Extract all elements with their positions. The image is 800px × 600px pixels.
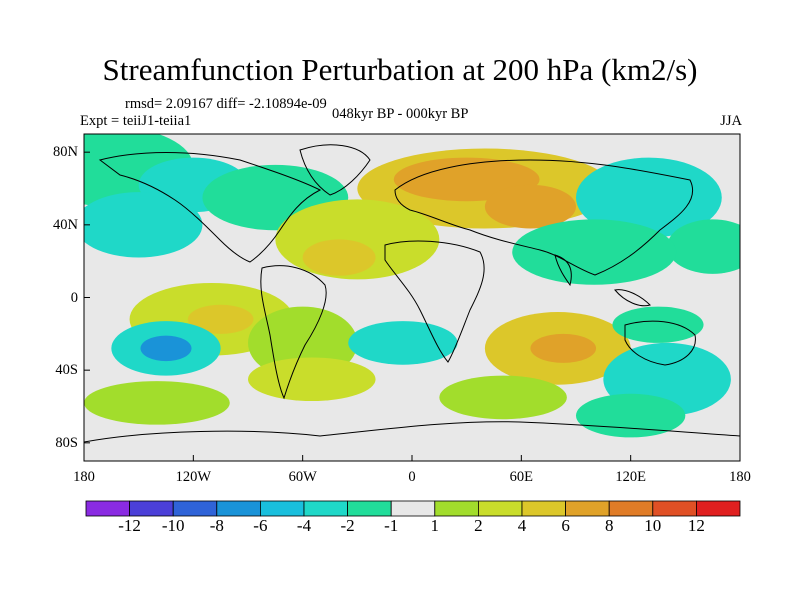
colorbar-label-3: -6 bbox=[253, 516, 268, 535]
field-region-11 bbox=[512, 219, 677, 285]
map-title: Streamfunction Perturbation at 200 hPa (… bbox=[102, 52, 698, 87]
stats-line: rmsd= 2.09167 diff= -2.10894e-09 bbox=[125, 96, 327, 112]
lat-label-2: 0 bbox=[70, 289, 78, 306]
colorbar-swatch-13 bbox=[652, 500, 697, 517]
field-region-15 bbox=[140, 335, 192, 362]
colorbar-label-10: 6 bbox=[561, 516, 570, 535]
lon-label-6: 180 bbox=[729, 469, 751, 485]
period-label: 048kyr BP - 000kyr BP bbox=[332, 106, 469, 122]
lat-label-0: 80N bbox=[53, 144, 78, 161]
field-region-19 bbox=[348, 321, 458, 365]
lon-label-2: 60W bbox=[288, 469, 317, 485]
colorbar-swatch-10 bbox=[521, 500, 566, 517]
lon-label-0: 180 bbox=[73, 469, 95, 485]
colorbar-label-2: -8 bbox=[209, 516, 224, 535]
lon-label-4: 60E bbox=[509, 469, 533, 485]
field-region-9 bbox=[576, 157, 722, 238]
colorbar-label-1: -10 bbox=[161, 516, 185, 535]
colorbar-label-12: 10 bbox=[644, 516, 662, 535]
colorbar bbox=[85, 500, 741, 517]
lon-label-3: 0 bbox=[408, 469, 416, 485]
field-region-24 bbox=[612, 306, 704, 343]
colorbar-swatch-3 bbox=[216, 500, 261, 517]
field-region-21 bbox=[530, 333, 597, 363]
colorbar-label-13: 12 bbox=[687, 516, 705, 535]
lon-label-5: 120E bbox=[615, 469, 646, 485]
colorbar-label-0: -12 bbox=[118, 516, 141, 535]
field-region-18 bbox=[84, 381, 230, 425]
season-label: JJA bbox=[720, 113, 742, 129]
lat-label-4: 80S bbox=[55, 434, 78, 451]
colorbar-swatch-9 bbox=[477, 500, 523, 517]
colorbar-label-6: -1 bbox=[384, 516, 399, 535]
colorbar-label-4: -4 bbox=[296, 516, 312, 535]
colorbar-swatch-8 bbox=[434, 500, 479, 517]
field-region-17 bbox=[248, 357, 376, 402]
colorbar-swatch-14 bbox=[696, 500, 741, 517]
field-region-13 bbox=[187, 304, 254, 334]
colorbar-label-9: 4 bbox=[517, 516, 527, 535]
colorbar-swatch-0 bbox=[85, 500, 130, 517]
colorbar-swatch-12 bbox=[608, 500, 654, 517]
colorbar-label-5: -2 bbox=[340, 516, 355, 535]
colorbar-swatch-4 bbox=[259, 500, 305, 517]
colorbar-swatch-11 bbox=[565, 500, 610, 517]
colorbar-swatch-6 bbox=[347, 500, 392, 517]
lat-label-3: 40S bbox=[55, 362, 78, 379]
axis-ticks bbox=[83, 151, 741, 461]
lat-label-1: 40N bbox=[53, 216, 78, 233]
field-region-6 bbox=[484, 184, 576, 229]
colorbar-swatch-1 bbox=[129, 500, 174, 517]
coastlines bbox=[84, 144, 740, 443]
colorbar-swatch-2 bbox=[172, 500, 218, 517]
lon-label-1: 120W bbox=[175, 469, 212, 485]
field-region-3 bbox=[84, 192, 203, 258]
colorbar-swatch-7 bbox=[390, 500, 436, 517]
colorbar-label-11: 8 bbox=[604, 516, 614, 535]
experiment-label: Expt = teiiJ1-teiia1 bbox=[80, 113, 192, 129]
field-region-8 bbox=[302, 239, 376, 276]
field-region-22 bbox=[439, 375, 567, 420]
colorbar-label-7: 1 bbox=[430, 516, 440, 535]
field-region-10 bbox=[667, 219, 740, 274]
colorbar-label-8: 2 bbox=[474, 516, 483, 535]
colorbar-swatch-5 bbox=[303, 500, 348, 517]
